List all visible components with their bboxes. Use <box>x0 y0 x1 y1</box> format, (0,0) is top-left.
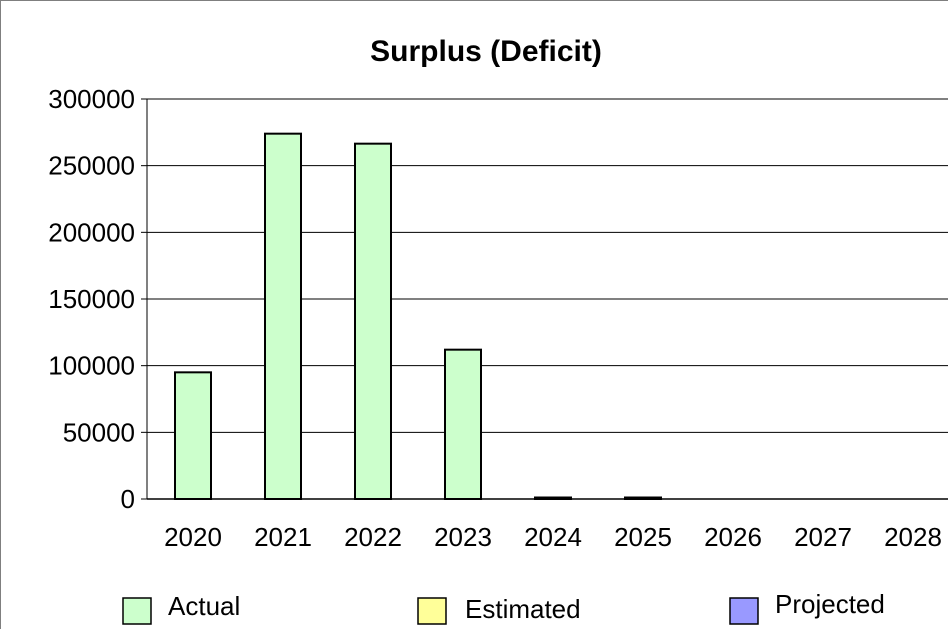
bars <box>174 132 662 501</box>
legend-swatch-actual <box>122 597 152 625</box>
legend-label-estimated: Estimated <box>465 594 581 624</box>
legend-label-actual: Actual <box>168 591 240 621</box>
y-tick-label: 50000 <box>63 417 135 447</box>
y-tick-label: 0 <box>121 484 135 514</box>
x-tick-label: 2024 <box>524 522 582 552</box>
bar-actual-2024 <box>534 496 572 500</box>
bar-actual-2020 <box>174 371 212 501</box>
bar-actual-2025 <box>624 496 662 500</box>
y-tick-label: 100000 <box>48 351 135 381</box>
x-tick-label: 2021 <box>254 522 312 552</box>
legend-swatch-estimated <box>417 597 447 625</box>
y-axis-tick-labels: 0 50000 100000 150000 200000 250000 300000 <box>48 84 135 514</box>
x-tick-label: 2022 <box>344 522 402 552</box>
x-tick-label: 2023 <box>434 522 492 552</box>
y-tick-label: 200000 <box>48 217 135 247</box>
bar-actual-2022 <box>354 142 392 501</box>
y-tick-label: 150000 <box>48 284 135 314</box>
x-tick-label: 2026 <box>704 522 762 552</box>
legend-swatch-projected <box>729 597 759 625</box>
x-tick-label: 2025 <box>614 522 672 552</box>
y-tick-label: 300000 <box>48 84 135 114</box>
y-tick-label: 250000 <box>48 151 135 181</box>
x-tick-label: 2027 <box>794 522 852 552</box>
bar-actual-2023 <box>444 348 482 500</box>
bar-actual-2021 <box>264 132 302 501</box>
x-tick-label: 2020 <box>164 522 222 552</box>
x-axis-tick-labels: 2020 2021 2022 2023 2024 2025 2026 2027 2028 <box>164 522 942 552</box>
legend-label-projected: Projected <box>775 589 885 619</box>
x-tick-label: 2028 <box>884 522 942 552</box>
legend: Actual Estimated Projected <box>122 589 885 625</box>
chart-title: Surplus (Deficit) <box>370 35 602 68</box>
